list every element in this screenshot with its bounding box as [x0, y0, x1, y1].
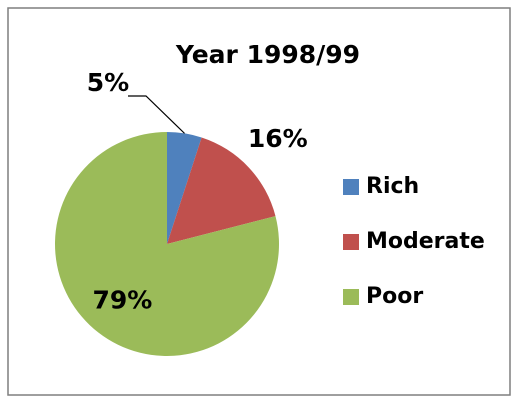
data-label: 79%: [92, 286, 152, 315]
pie-slice: [167, 132, 202, 244]
leader-line: [128, 95, 185, 134]
legend-label: Poor: [366, 284, 423, 309]
chart-title: Year 1998/99: [175, 40, 360, 69]
pie-slice: [55, 132, 280, 356]
legend-label: Moderate: [366, 229, 485, 254]
legend-label: Rich: [366, 174, 419, 199]
data-label: 16%: [248, 124, 308, 153]
legend-swatch: [343, 234, 359, 250]
legend-swatch: [343, 289, 359, 305]
pie-slice: [167, 137, 276, 244]
legend-swatch: [343, 179, 359, 195]
data-label: 5%: [87, 68, 129, 97]
